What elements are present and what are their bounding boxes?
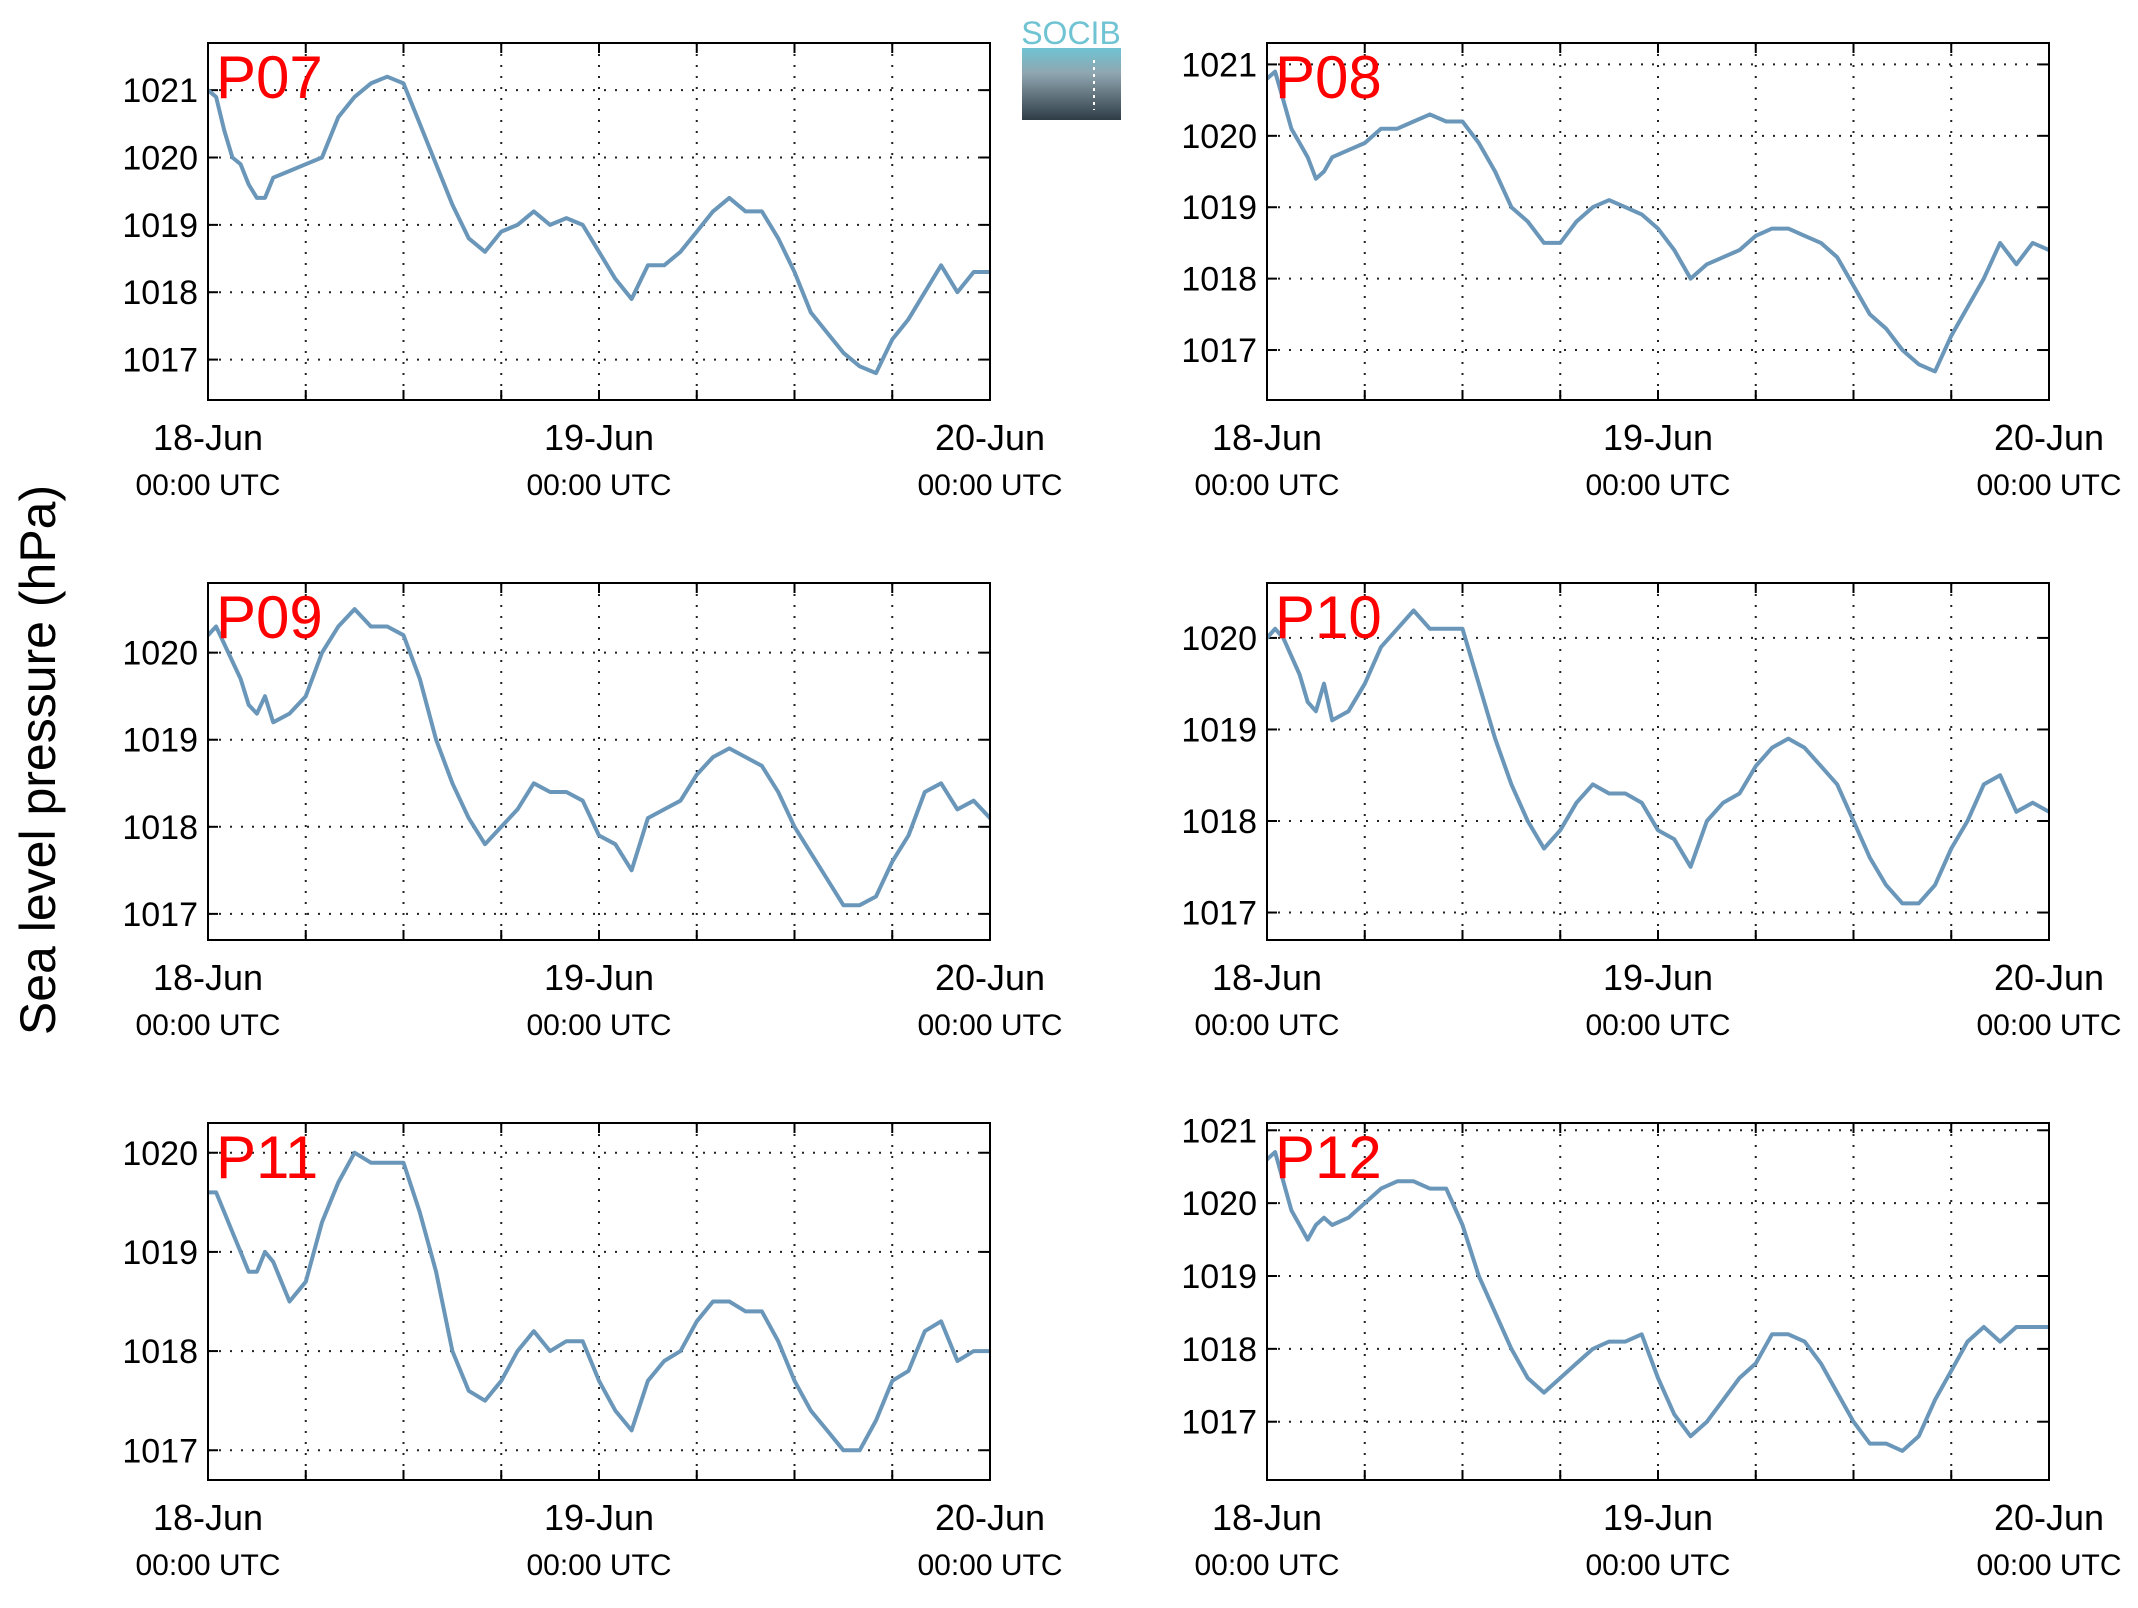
y-tick-label: 1018	[122, 1333, 198, 1371]
y-tick-label: 1017	[1181, 1404, 1257, 1442]
panel-title: P07	[216, 44, 323, 111]
x-tick-label-date: 19-Jun	[1603, 417, 1713, 458]
x-tick-label-time: 00:00 UTC	[526, 469, 671, 502]
chart-panel-p11: 1017 1018 1019 1020 18-Jun 00:00 UTC 19-Jun 00:…	[122, 1122, 1063, 1582]
y-tick-label: 1021	[1181, 1112, 1257, 1150]
y-tick-label: 1017	[1181, 895, 1257, 933]
y-tick-label: 1017	[122, 1432, 198, 1470]
chart-panel-p10: 1017 1018 1019 1020 18-Jun 00:00 UTC 19-Jun 00:…	[1181, 582, 2122, 1042]
y-tick-label: 1017	[1181, 332, 1257, 370]
series-line-p10	[1267, 608, 2049, 906]
y-tick-label: 1017	[122, 342, 198, 380]
y-tick-label: 1018	[122, 809, 198, 847]
y-tick-label: 1021	[122, 72, 198, 110]
x-tick-label-date: 20-Jun	[1994, 957, 2104, 998]
panel-title: P11	[216, 1124, 318, 1191]
y-tick-label: 1021	[1181, 46, 1257, 84]
x-tick-label-time: 00:00 UTC	[917, 1009, 1062, 1042]
socib-logo: SOCIB	[1021, 15, 1121, 120]
y-tick-label: 1020	[122, 1135, 198, 1173]
chart-panel-p07: 1017 1018 1019 1020 1021 18-Jun 00:00 UTC 19-Ju…	[122, 42, 1063, 502]
x-tick-label-time: 00:00 UTC	[1194, 1549, 1339, 1582]
logo-block	[1022, 48, 1121, 120]
chart-panels: 1017 1018 1019 1020 1021 18-Jun 00:00 UTC 19-Ju…	[122, 42, 2122, 1582]
y-tick-label: 1020	[1181, 620, 1257, 658]
y-tick-label: 1019	[1181, 711, 1257, 749]
x-tick-label-date: 18-Jun	[1212, 1497, 1322, 1538]
panel-title: P09	[216, 584, 323, 651]
plot-frame	[1266, 42, 2050, 401]
y-tick-label: 1019	[122, 722, 198, 760]
x-tick-label-date: 20-Jun	[935, 417, 1045, 458]
y-tick-label: 1020	[122, 140, 198, 178]
series-line-p08	[1267, 69, 2049, 374]
logo-text: SOCIB	[1021, 15, 1121, 51]
x-tick-label-date: 20-Jun	[935, 1497, 1045, 1538]
chart-panel-p12: 1017 1018 1019 1020 1021 18-Jun 00:00 UTC 19-Ju…	[1181, 1112, 2121, 1582]
x-tick-label-date: 18-Jun	[153, 1497, 263, 1538]
plot-frame	[207, 42, 991, 401]
x-tick-label-time: 00:00 UTC	[526, 1009, 671, 1042]
x-tick-label-time: 00:00 UTC	[526, 1549, 671, 1582]
x-tick-label-date: 18-Jun	[153, 957, 263, 998]
x-tick-label-date: 19-Jun	[544, 1497, 654, 1538]
y-tick-label: 1018	[1181, 1331, 1257, 1369]
y-tick-label: 1020	[122, 635, 198, 673]
plot-frame	[207, 1122, 991, 1481]
panel-title: P08	[1275, 44, 1382, 111]
y-tick-label: 1020	[1181, 118, 1257, 156]
x-tick-label-date: 18-Jun	[1212, 417, 1322, 458]
x-tick-label-time: 00:00 UTC	[1585, 469, 1730, 502]
x-tick-label-time: 00:00 UTC	[1194, 469, 1339, 502]
x-tick-label-time: 00:00 UTC	[135, 1009, 280, 1042]
x-tick-label-time: 00:00 UTC	[1585, 1549, 1730, 1582]
y-tick-label: 1018	[122, 274, 198, 312]
x-tick-label-time: 00:00 UTC	[1585, 1009, 1730, 1042]
x-tick-label-time: 00:00 UTC	[1194, 1009, 1339, 1042]
y-tick-label: 1019	[1181, 1258, 1257, 1296]
x-tick-label-date: 19-Jun	[544, 957, 654, 998]
x-tick-label-date: 20-Jun	[935, 957, 1045, 998]
plot-frame	[1266, 1122, 2050, 1481]
x-tick-label-date: 19-Jun	[1603, 1497, 1713, 1538]
y-tick-label: 1019	[122, 1234, 198, 1272]
y-tick-label: 1020	[1181, 1185, 1257, 1223]
x-tick-label-date: 18-Jun	[153, 417, 263, 458]
panel-title: P12	[1275, 1124, 1382, 1191]
x-tick-label-date: 20-Jun	[1994, 1497, 2104, 1538]
series-line-p11	[208, 1150, 990, 1453]
chart-panel-p09: 1017 1018 1019 1020 18-Jun 00:00 UTC 19-Jun 00:…	[122, 582, 1063, 1042]
x-tick-label-time: 00:00 UTC	[1976, 1549, 2121, 1582]
plot-frame	[1266, 582, 2050, 941]
panel-title: P10	[1275, 584, 1382, 651]
x-tick-label-time: 00:00 UTC	[1976, 469, 2121, 502]
y-tick-label: 1017	[122, 896, 198, 934]
x-tick-label-date: 18-Jun	[1212, 957, 1322, 998]
y-tick-label: 1019	[1181, 189, 1257, 227]
x-tick-label-time: 00:00 UTC	[917, 1549, 1062, 1582]
x-tick-label-date: 20-Jun	[1994, 417, 2104, 458]
x-tick-label-time: 00:00 UTC	[135, 1549, 280, 1582]
x-tick-label-time: 00:00 UTC	[1976, 1009, 2121, 1042]
y-tick-label: 1019	[122, 207, 198, 245]
plot-frame	[207, 582, 991, 941]
series-line-p12	[1267, 1150, 2049, 1453]
series-line-p07	[208, 74, 990, 376]
chart-panel-p08: 1017 1018 1019 1020 1021 18-Jun 00:00 UTC 19-Ju…	[1181, 42, 2122, 502]
x-tick-label-time: 00:00 UTC	[917, 469, 1062, 502]
series-line-p09	[208, 607, 990, 908]
y-tick-label: 1018	[1181, 261, 1257, 299]
x-tick-label-date: 19-Jun	[544, 417, 654, 458]
y-axis-label: Sea level pressure (hPa)	[10, 485, 66, 1035]
y-tick-label: 1018	[1181, 803, 1257, 841]
x-tick-label-date: 19-Jun	[1603, 957, 1713, 998]
x-tick-label-time: 00:00 UTC	[135, 469, 280, 502]
